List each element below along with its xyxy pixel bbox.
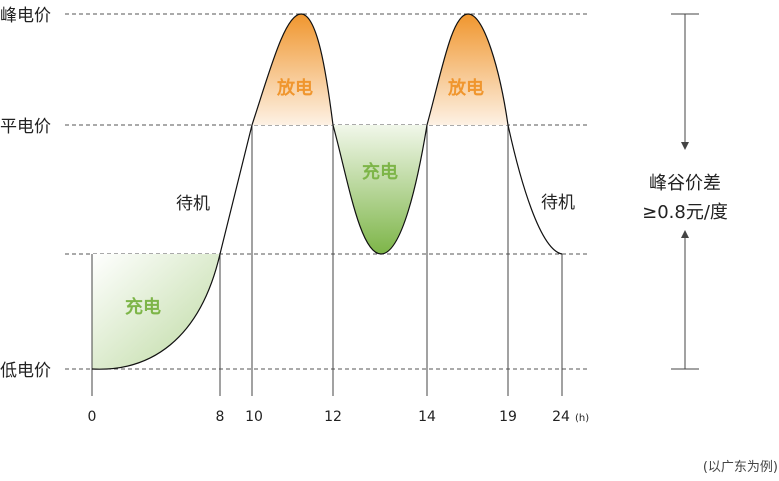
- arrow-down-icon: [681, 142, 689, 150]
- discharge-label-2: 放电: [447, 77, 484, 99]
- discharge-area-2: [427, 14, 508, 125]
- valley-price-label: 低电价: [0, 361, 51, 381]
- discharge-area-1: [252, 14, 333, 125]
- flat-price-label: 平电价: [0, 117, 51, 137]
- charge-low-area: [92, 254, 220, 370]
- price-gap-title: 峰谷价差: [649, 173, 721, 194]
- discharge-label-1: 放电: [276, 77, 313, 99]
- price-gap-value: ≥0.8元/度: [642, 202, 728, 223]
- standby-right-label: 待机: [541, 193, 575, 213]
- x-tick-0: 0: [88, 409, 97, 425]
- x-tick-8: 8: [216, 409, 225, 425]
- arrow-up-icon: [681, 230, 689, 238]
- x-tick-14: 14: [418, 409, 436, 425]
- x-tick-19: 19: [499, 409, 517, 425]
- price-curve: [91, 13, 563, 370]
- price-gap-bracket: [671, 13, 699, 370]
- standby-left-label: 待机: [176, 194, 210, 214]
- footnote: (以广东为例): [703, 460, 778, 475]
- charge-low-label: 充电: [125, 296, 161, 318]
- peak-price-label: 峰电价: [0, 6, 51, 26]
- x-tick-12: 12: [324, 409, 342, 425]
- x-tick-10: 10: [245, 409, 263, 425]
- charge-valley-area: [333, 125, 427, 254]
- x-tick-24: 24: [552, 409, 570, 425]
- charge-valley-label: 充电: [362, 161, 398, 183]
- x-unit: (h): [575, 413, 589, 424]
